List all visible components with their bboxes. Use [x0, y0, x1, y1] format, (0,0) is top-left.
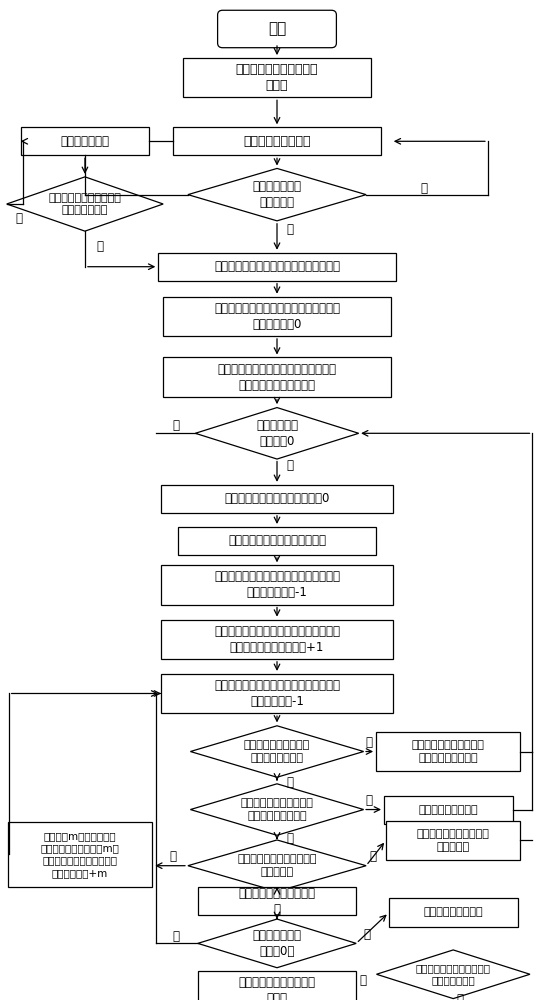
Text: 能否找到与当前弹出节点联
通的节点？: 能否找到与当前弹出节点联 通的节点？ [237, 855, 317, 877]
FancyBboxPatch shape [218, 10, 336, 48]
Text: 从孤岛节点堆栈中弹出一个节点，孤岛节
点个数计数器-1: 从孤岛节点堆栈中弹出一个节点，孤岛节 点个数计数器-1 [214, 679, 340, 708]
Polygon shape [188, 840, 366, 891]
FancyBboxPatch shape [163, 357, 391, 397]
FancyBboxPatch shape [183, 58, 371, 97]
Text: 清空孤岛节点堆栈，清空
孤岛节点个数计数器: 清空孤岛节点堆栈，清空 孤岛节点个数计数器 [412, 740, 485, 763]
Text: 是: 是 [97, 240, 103, 253]
FancyBboxPatch shape [161, 674, 393, 713]
Text: 防偷跳检测模块是否检测
到有节点偷跳？: 防偷跳检测模块是否检测 到有节点偷跳？ [48, 193, 122, 215]
Text: 否: 否 [173, 419, 179, 432]
Text: 初始化跳闸信号堆栈，初始化跳闸信号个
数计数器并置0: 初始化跳闸信号堆栈，初始化跳闸信号个 数计数器并置0 [214, 302, 340, 331]
Polygon shape [7, 177, 163, 231]
Text: 是: 是 [170, 850, 176, 863]
Polygon shape [188, 168, 366, 221]
FancyBboxPatch shape [8, 822, 152, 887]
FancyBboxPatch shape [163, 297, 391, 336]
Text: 监测断路器跳闸信号: 监测断路器跳闸信号 [243, 135, 311, 148]
Text: 是: 是 [366, 794, 372, 807]
Text: 弹出输出节点堆栈中的所
有节点: 弹出输出节点堆栈中的所 有节点 [239, 976, 315, 1000]
Text: 是: 是 [286, 223, 294, 236]
Text: 否: 否 [420, 182, 427, 195]
Text: 防偷跳检测模块: 防偷跳检测模块 [60, 135, 109, 148]
FancyBboxPatch shape [161, 485, 393, 513]
Text: 输出节点是同时含有电源节
点和负荷节点？: 输出节点是同时含有电源节 点和负荷节点？ [416, 963, 491, 985]
Text: 从跳闸信号堆栈中弹出一跳闸信号，跳闸
信号个数计数器-1: 从跳闸信号堆栈中弹出一跳闸信号，跳闸 信号个数计数器-1 [214, 570, 340, 599]
Polygon shape [376, 950, 530, 999]
Polygon shape [190, 784, 364, 835]
Text: 将该节点压入输出节点堆
栈: 将该节点压入输出节点堆 栈 [239, 887, 315, 916]
Text: 孤岛节点计数器
是否为0？: 孤岛节点计数器 是否为0？ [253, 929, 301, 958]
Text: 初始化孤岛节点堆栈，清空堆栈: 初始化孤岛节点堆栈，清空堆栈 [228, 534, 326, 547]
Text: 是: 是 [364, 928, 371, 941]
FancyBboxPatch shape [376, 732, 520, 771]
Text: 初始化节点类型表及节点
连接表: 初始化节点类型表及节点 连接表 [236, 63, 318, 92]
Text: 输出节点集合为孤岛: 输出节点集合为孤岛 [423, 907, 483, 917]
Text: 与跳闸列表堆栈中的节点
逐个比较是否相同？: 与跳闸列表堆栈中的节点 逐个比较是否相同？ [240, 798, 314, 821]
Polygon shape [198, 919, 356, 968]
Text: 根据节点状态判断该节
点是否为根节点？: 根据节点状态判断该节 点是否为根节点？ [244, 740, 310, 763]
Text: 否: 否 [370, 850, 376, 863]
FancyBboxPatch shape [158, 253, 396, 281]
Text: 否: 否 [286, 832, 294, 845]
Text: 将断路器跳闸信号逐个压入跳闸信号堆
栈，并记录跳闸信号个数: 将断路器跳闸信号逐个压入跳闸信号堆 栈，并记录跳闸信号个数 [218, 363, 336, 392]
FancyBboxPatch shape [198, 887, 356, 915]
FancyBboxPatch shape [161, 565, 393, 605]
FancyBboxPatch shape [21, 127, 149, 155]
FancyBboxPatch shape [173, 127, 381, 155]
Text: 否: 否 [360, 974, 367, 987]
Text: 否: 否 [286, 776, 294, 789]
Text: 跳闸信号个数
是否大于0: 跳闸信号个数 是否大于0 [256, 419, 298, 448]
FancyBboxPatch shape [178, 527, 376, 555]
Polygon shape [190, 726, 364, 777]
Text: 是: 是 [286, 459, 294, 472]
Text: 将该跳闸信号对应的节点压入孤岛节点堆
栈，孤岛节点个数计数器+1: 将该跳闸信号对应的节点压入孤岛节点堆 栈，孤岛节点个数计数器+1 [214, 625, 340, 654]
Text: 是: 是 [457, 993, 463, 1000]
FancyBboxPatch shape [161, 620, 393, 659]
Text: 是否发现断路器
跳闸信号？: 是否发现断路器 跳闸信号？ [253, 180, 301, 209]
FancyBboxPatch shape [389, 898, 518, 927]
Text: 是: 是 [366, 736, 372, 749]
Text: 否: 否 [15, 212, 22, 225]
FancyBboxPatch shape [384, 796, 513, 824]
Text: 从堆栈中删除该节点: 从堆栈中删除该节点 [418, 805, 478, 815]
Text: 否: 否 [173, 930, 179, 943]
Polygon shape [195, 408, 359, 459]
Text: 假设共有m个节点与之联
通，将与该节点联通的m节
点压入堆栈，同时将孤岛节
点个数计数器+m: 假设共有m个节点与之联 通，将与该节点联通的m节 点压入堆栈，同时将孤岛节 点个… [41, 831, 119, 878]
FancyBboxPatch shape [198, 971, 356, 1000]
Text: 输出节点集合不是孤岛，
丢弃该集合: 输出节点集合不是孤岛， 丢弃该集合 [417, 829, 490, 852]
Text: 开始: 开始 [268, 21, 286, 36]
FancyBboxPatch shape [386, 821, 520, 860]
Text: 更新节点连接表，并初始化输出节点堆栈: 更新节点连接表，并初始化输出节点堆栈 [214, 260, 340, 273]
Text: 初始化孤岛节点个数计数器并置0: 初始化孤岛节点个数计数器并置0 [224, 492, 330, 505]
